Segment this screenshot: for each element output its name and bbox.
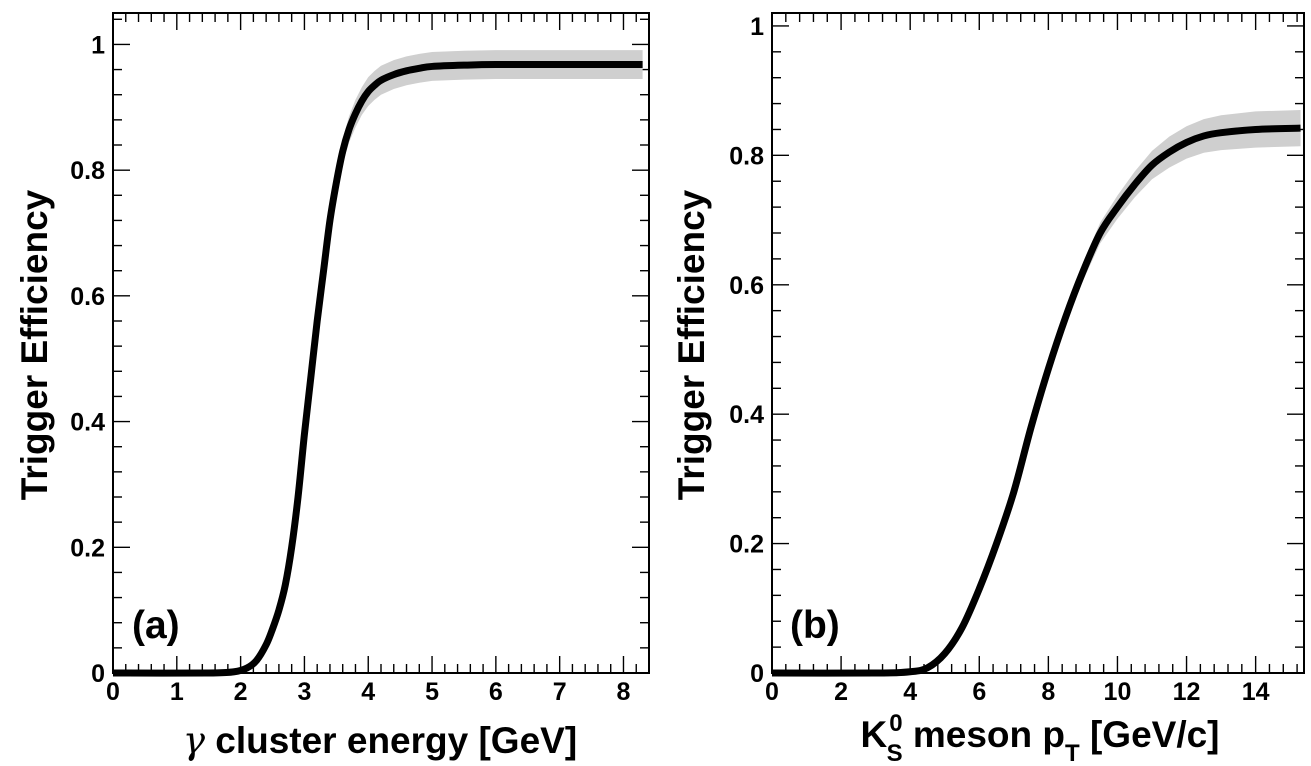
panel-b-x-axis-text: meson p — [903, 714, 1065, 755]
panel-b-y-tick-label: 0.4 — [729, 401, 764, 429]
panel-b-x-tick-label: 6 — [972, 678, 986, 706]
panel-b-y-tick-label: 0.2 — [729, 531, 764, 559]
panel-b-y-tick-label: 0.6 — [729, 272, 764, 300]
panel-b-x-tick-label: 10 — [1104, 678, 1132, 706]
panel-a-y-tick-label: 0.8 — [70, 157, 105, 185]
panel-a-plot-frame — [112, 12, 650, 674]
panel-b-y-tick-label: 0.8 — [729, 142, 764, 170]
panel-a-label: (a) — [132, 604, 180, 647]
panel-b-y-axis-title: Trigger Efficiency — [671, 189, 712, 500]
panel-b-y-tick-labels: 0 0.2 0.4 0.6 0.8 1 — [729, 13, 764, 688]
panel-a-minor-ticks — [113, 13, 650, 673]
panel-a-y-tick-label: 0.4 — [70, 409, 105, 437]
panel-a-x-tick-label: 8 — [617, 678, 631, 706]
panel-a-y-tick-label: 0.6 — [70, 283, 105, 311]
panel-b-uncertainty-band — [772, 110, 1301, 673]
panel-a-x-tick-label: 3 — [297, 678, 311, 706]
pt-subscript: T — [1065, 740, 1080, 766]
panel-b-x-tick-labels: 0 2 4 6 8 10 12 14 — [765, 678, 1270, 706]
panel-b-x-axis-units: [GeV/c] — [1080, 714, 1220, 755]
kshort-symbol: K — [860, 714, 887, 755]
panel-b-x-tick-label: 2 — [834, 678, 848, 706]
panel-b-label: (b) — [790, 604, 840, 647]
panel-a-y-tick-label: 0 — [91, 660, 105, 688]
gamma-symbol: γ — [183, 719, 206, 762]
panel-a-band-polygon — [113, 50, 643, 673]
panel-a-x-tick-label: 4 — [361, 678, 375, 706]
panel-b-x-tick-label: 14 — [1242, 678, 1270, 706]
panel-b-curve-line — [771, 124, 1301, 677]
panel-b-x-tick-label: 4 — [903, 678, 917, 706]
panel-a-x-tick-label: 6 — [489, 678, 503, 706]
panel-a-y-tick-label: 0.2 — [70, 534, 105, 562]
panel-a-x-tick-label: 2 — [234, 678, 248, 706]
panel-b-efficiency-curve — [771, 124, 1301, 677]
panel-a-curve-line — [112, 60, 643, 677]
panel-b-x-tick-label: 8 — [1041, 678, 1055, 706]
panel-b-band-polygon — [772, 110, 1301, 673]
panel-a-x-tick-label: 1 — [170, 678, 184, 706]
kshort-subscript: S — [887, 740, 903, 766]
panel-b-major-ticks — [771, 13, 1304, 674]
panel-a-y-tick-label: 1 — [91, 31, 105, 59]
panel-b-minor-ticks — [772, 13, 1304, 673]
panel-a-efficiency-curve — [112, 60, 643, 677]
panel-a-x-tick-label: 0 — [106, 678, 120, 706]
panel-a-x-tick-label: 5 — [425, 678, 439, 706]
panel-a-uncertainty-band — [113, 50, 643, 673]
panel-b-x-tick-label: 0 — [765, 678, 779, 706]
panel-b-x-tick-label: 12 — [1173, 678, 1201, 706]
panel-a-major-ticks — [112, 13, 649, 674]
panel-b-plot-frame — [771, 12, 1305, 674]
panel-a: 0 1 2 3 4 5 6 7 8 0 0.2 0.4 0.6 0.8 1 (a) γ cluster e… — [14, 12, 650, 762]
panel-a-x-tick-labels: 0 1 2 3 4 5 6 7 8 — [106, 678, 630, 706]
panel-b-y-tick-label: 1 — [750, 13, 764, 41]
kshort-superscript: 0 — [889, 710, 902, 737]
panel-b-x-axis-title: K0 S meson pT [GeV/c] — [860, 710, 1219, 766]
panel-a-y-tick-labels: 0 0.2 0.4 0.6 0.8 1 — [70, 31, 105, 688]
panel-a-y-axis-title: Trigger Efficiency — [14, 189, 55, 500]
panel-a-x-axis-title: γ cluster energy [GeV] — [183, 719, 577, 762]
panel-b-y-tick-label: 0 — [750, 660, 764, 688]
panel-a-x-axis-text: cluster energy [GeV] — [205, 720, 577, 761]
panel-b: 0 2 4 6 8 10 12 14 00.20.40.60.81 (b) K0 S meson… — [671, 12, 1305, 766]
panel-a-x-tick-label: 7 — [553, 678, 567, 706]
